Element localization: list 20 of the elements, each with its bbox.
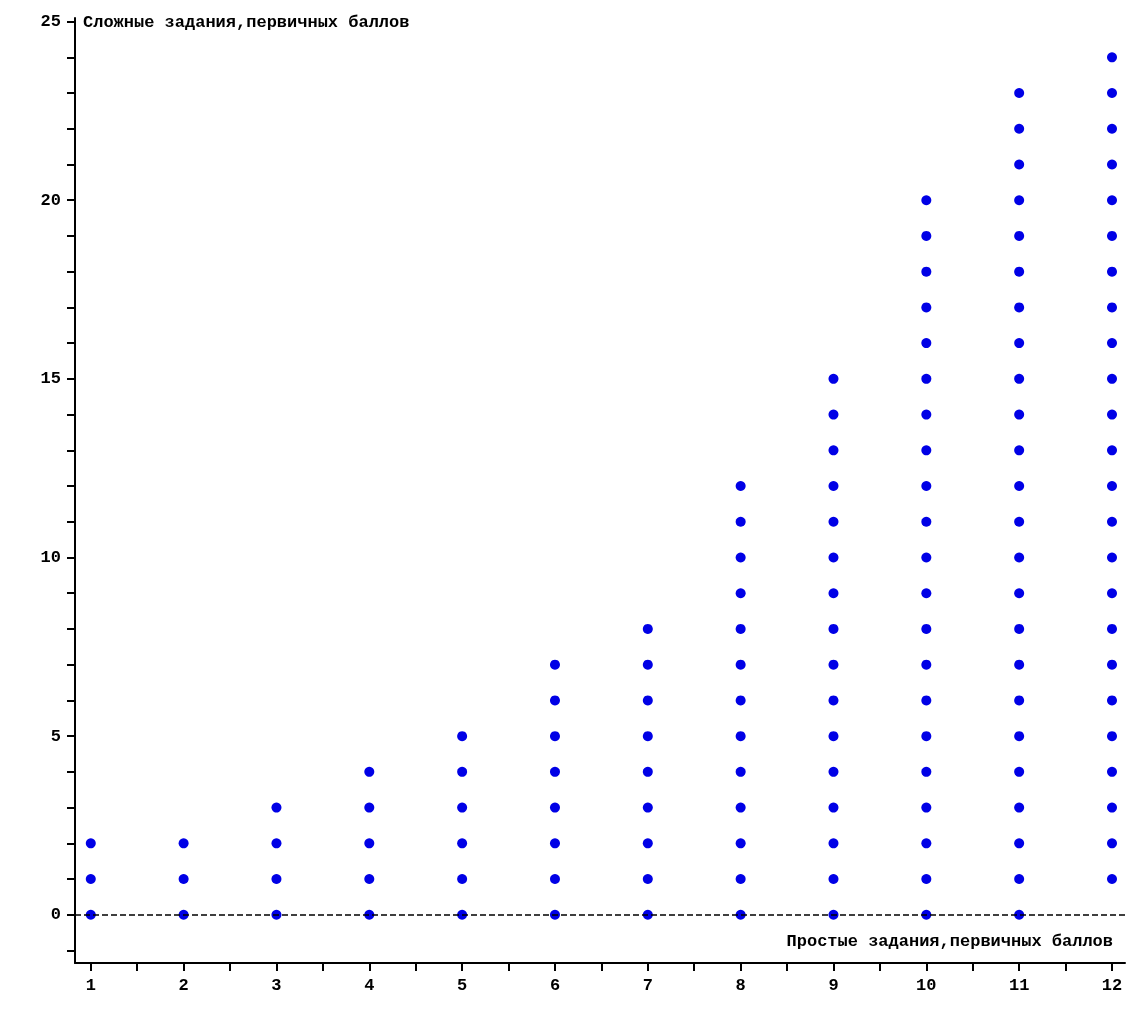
y-tick-label: 20 bbox=[40, 190, 61, 210]
y-tick-label: 0 bbox=[50, 905, 61, 925]
x-axis-title: Простые задания,первичных баллов bbox=[786, 932, 1113, 951]
x-tick-label: 2 bbox=[178, 976, 189, 995]
x-tick-label: 4 bbox=[364, 976, 375, 995]
x-tick-label: 11 bbox=[1008, 976, 1030, 995]
y-tick-label: 5 bbox=[50, 726, 61, 746]
x-tick-label: 10 bbox=[916, 976, 937, 995]
x-tick-label: 3 bbox=[271, 976, 282, 995]
x-tick-label: 6 bbox=[549, 976, 561, 995]
y-tick-label: 25 bbox=[40, 12, 61, 32]
y-axis-title: Сложные задания,первичных баллов bbox=[83, 13, 410, 32]
x-tick-label: 1 bbox=[85, 976, 96, 995]
x-tick-label: 9 bbox=[828, 976, 839, 995]
y-tick-label: 15 bbox=[40, 369, 61, 389]
x-tick-label: 8 bbox=[735, 976, 746, 995]
x-tick-label: 7 bbox=[642, 976, 653, 995]
x-tick-label: 5 bbox=[457, 976, 468, 995]
x-tick-label: 12 bbox=[1101, 976, 1123, 995]
y-tick-label: 10 bbox=[40, 547, 61, 567]
